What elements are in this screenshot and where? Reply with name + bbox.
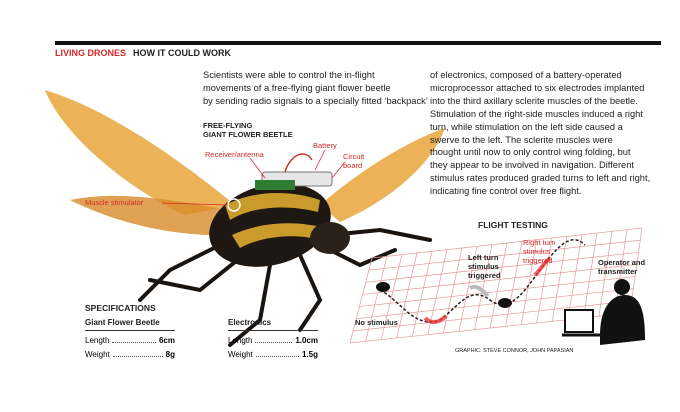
spec-row: Weight 8g xyxy=(85,350,175,359)
spec-key: Length xyxy=(228,336,253,345)
flight-label: stimulus xyxy=(468,262,499,271)
laptop xyxy=(564,309,594,333)
flight-label: Operator and xyxy=(598,258,646,267)
grid-line xyxy=(349,257,373,344)
leader-dots xyxy=(255,356,299,357)
grid-line xyxy=(380,254,403,340)
grid-line xyxy=(442,247,463,334)
grid-line xyxy=(458,246,478,332)
stimulus-mark xyxy=(423,314,448,325)
intro-line: Scientists were able to control the in-f… xyxy=(203,70,375,80)
grid-line xyxy=(598,231,613,317)
left-wing xyxy=(45,90,235,215)
body-line: they appear to be involved in navigation… xyxy=(430,160,634,171)
operator xyxy=(600,295,645,345)
circuit-board xyxy=(255,180,295,190)
spec-key: Weight xyxy=(85,350,110,359)
board-label: board xyxy=(343,161,363,170)
body-line: microprocessor attached to six electrode… xyxy=(430,82,645,93)
leader-dots xyxy=(255,342,293,343)
antenna-wire xyxy=(284,153,313,173)
stimulus-mark xyxy=(468,284,490,298)
flight-label: No stimulus xyxy=(355,318,398,327)
beetle-title: GIANT FLOWER BEETLE xyxy=(203,130,293,139)
grid-line xyxy=(411,251,433,337)
body-line: thought until now to only control wing f… xyxy=(430,147,631,158)
grid-line xyxy=(368,239,641,271)
leader-dots xyxy=(112,356,163,357)
grid-line xyxy=(489,242,508,329)
flight-label: triggered xyxy=(468,271,501,280)
body-line: of electronics, composed of a battery-op… xyxy=(430,70,622,80)
specs-subtitle: Electronics xyxy=(228,318,272,327)
battery-label: Battery xyxy=(313,141,337,150)
grid-line xyxy=(474,244,493,330)
beetle-title: FREE-FLYING xyxy=(203,121,253,130)
kicker: LIVING DRONES xyxy=(55,48,127,58)
grid-line xyxy=(582,232,598,319)
spec-value: 6cm xyxy=(158,336,175,345)
body-line: swerve to the left. The sclerite muscles… xyxy=(430,134,613,145)
board-label: Circuit xyxy=(343,152,365,161)
spec-key: Length xyxy=(85,336,110,345)
top-rule xyxy=(55,41,661,45)
rule xyxy=(228,330,318,331)
stripe xyxy=(225,193,320,220)
grid-line xyxy=(365,251,639,283)
grid-line xyxy=(353,300,632,332)
grid-line xyxy=(359,276,636,307)
grid-line xyxy=(396,252,418,339)
flight-label: stimulus xyxy=(523,247,551,256)
right-wing xyxy=(320,128,445,222)
stimulus-mark xyxy=(533,256,552,277)
credit: GRAPHIC: STEVE CONNOR, JOHN PAPASIAN xyxy=(455,348,574,354)
flight-title: FLIGHT TESTING xyxy=(478,220,548,230)
spec-row: Length 1.0cm xyxy=(228,336,318,345)
intro-line: by sending radio signals to a specially … xyxy=(203,96,428,106)
grid-line xyxy=(567,234,583,320)
rule xyxy=(85,330,175,331)
spec-row: Weight 1.5g xyxy=(228,350,318,359)
spec-value: 1.5g xyxy=(301,350,318,359)
body-line: Stimulation of the right-side muscles in… xyxy=(430,108,643,119)
grid-line xyxy=(520,239,538,325)
body-line: stimulus rates produced graded turns to … xyxy=(430,173,651,184)
grid-line xyxy=(536,237,553,324)
beetle-head xyxy=(310,222,350,254)
spec-key: Weight xyxy=(228,350,253,359)
flight-label: triggered xyxy=(523,256,553,265)
grid-line xyxy=(362,264,637,295)
intro-line: movements of a free-flying giant flower … xyxy=(203,83,391,93)
spec-value: 8g xyxy=(165,350,175,359)
flight-label: Left turn xyxy=(468,253,499,262)
leader-dots xyxy=(112,342,156,343)
leader-lines xyxy=(161,149,346,206)
grid-line xyxy=(365,256,388,342)
left-hindwing xyxy=(70,195,230,235)
grid-line xyxy=(551,236,568,322)
flight-path xyxy=(379,239,586,323)
antenna-label: Receiver/antenna xyxy=(205,150,264,159)
stripe xyxy=(232,223,325,248)
body-line: turn, while stimulation on the left side… xyxy=(430,121,623,132)
body-line: indicating fine control over free flight… xyxy=(430,186,582,197)
flight-label: transmitter xyxy=(598,267,638,276)
specs-title: SPECIFICATIONS xyxy=(85,303,156,313)
operator-head xyxy=(614,279,630,295)
spec-value: 1.0cm xyxy=(295,336,318,345)
beetle-icons xyxy=(376,282,512,308)
specs-subtitle: Giant Flower Beetle xyxy=(85,318,160,327)
body-line: into the third axillary sclerite muscles… xyxy=(430,95,638,106)
grid-line xyxy=(505,241,523,327)
stimulator-label: Muscle stimulator xyxy=(85,198,144,207)
header-title: HOW IT COULD WORK xyxy=(133,48,231,58)
legs xyxy=(138,227,432,347)
spec-row: Length 6cm xyxy=(85,336,175,345)
flight-label: Right turn xyxy=(523,238,556,247)
grid-line xyxy=(371,227,643,259)
